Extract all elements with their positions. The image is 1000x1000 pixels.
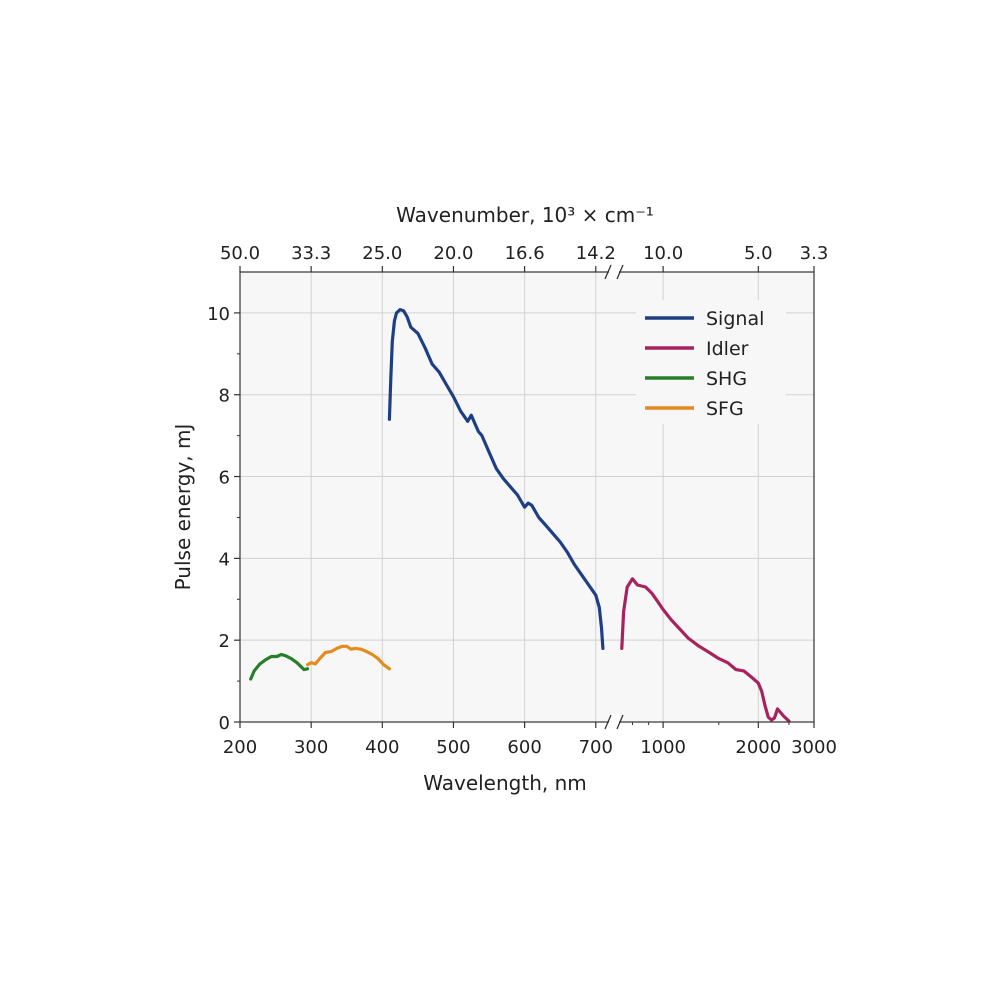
- legend-background: [636, 300, 786, 424]
- legend-label-signal: Signal: [706, 308, 764, 330]
- legend: Signal Idler SHG SFG: [636, 300, 786, 424]
- top-tick-label: 16.6: [505, 243, 545, 264]
- x-tick-label: 200: [223, 737, 257, 758]
- series-line-sfg: [306, 644, 391, 671]
- top-tick-label: 14.2: [576, 243, 616, 264]
- x-tick-label: 300: [294, 737, 328, 758]
- x-tick-label: 400: [365, 737, 399, 758]
- top-tick-label: 20.0: [433, 243, 473, 264]
- x-tick-label: 3000: [791, 737, 837, 758]
- axis-break-gap: [609, 714, 619, 730]
- axis-break-marks: [604, 264, 624, 730]
- y-axis-title: Pulse energy, mJ: [171, 424, 195, 591]
- x-axis-title: Wavelength, nm: [423, 771, 587, 795]
- y-tick-labels: 0 2 4 6 8 10: [207, 304, 230, 734]
- top-tick-label: 50.0: [220, 243, 260, 264]
- axis-break-slash: [616, 264, 624, 280]
- top-tick-label: 3.3: [800, 243, 829, 264]
- plot-frame: [239, 271, 815, 723]
- top-axis-title: Wavenumber, 10³ × cm⁻¹: [396, 203, 654, 227]
- y-tick-label: 8: [219, 386, 230, 407]
- axis-break-slash: [616, 714, 624, 730]
- series-line-signal: [387, 308, 605, 650]
- axis-break-slash: [604, 264, 612, 280]
- y-tick-label: 4: [219, 549, 230, 570]
- data-curves: [249, 308, 791, 723]
- axis-break-slash: [604, 714, 612, 730]
- y-tick-label: 0: [219, 713, 230, 734]
- y-tick-label: 2: [219, 631, 230, 652]
- top-tick-label: 25.0: [362, 243, 402, 264]
- legend-label-idler: Idler: [706, 338, 749, 360]
- top-tick-label: 10.0: [643, 243, 683, 264]
- x-tick-label: 1000: [640, 737, 686, 758]
- top-tick-label: 5.0: [744, 243, 773, 264]
- series-line-idler: [620, 577, 791, 723]
- y-tick-label: 10: [207, 304, 230, 325]
- legend-label-sfg: SFG: [706, 398, 744, 420]
- series-line-shg: [249, 652, 310, 681]
- axis-ticks: [234, 266, 815, 728]
- x-tick-label: 700: [579, 737, 613, 758]
- legend-label-shg: SHG: [706, 368, 747, 390]
- x-tick-label: 2000: [735, 737, 781, 758]
- x-tick-label: 500: [436, 737, 470, 758]
- y-tick-label: 6: [219, 468, 230, 489]
- axis-break-gap: [609, 264, 619, 280]
- x-tick-labels: 200 300 400 500 600 700 1000 2000 3000: [223, 737, 837, 758]
- x-tick-label: 600: [507, 737, 541, 758]
- top-tick-labels: 50.0 33.3 25.0 20.0 16.6 14.2 10.0 5.0 3.3: [220, 243, 828, 264]
- top-tick-label: 33.3: [291, 243, 331, 264]
